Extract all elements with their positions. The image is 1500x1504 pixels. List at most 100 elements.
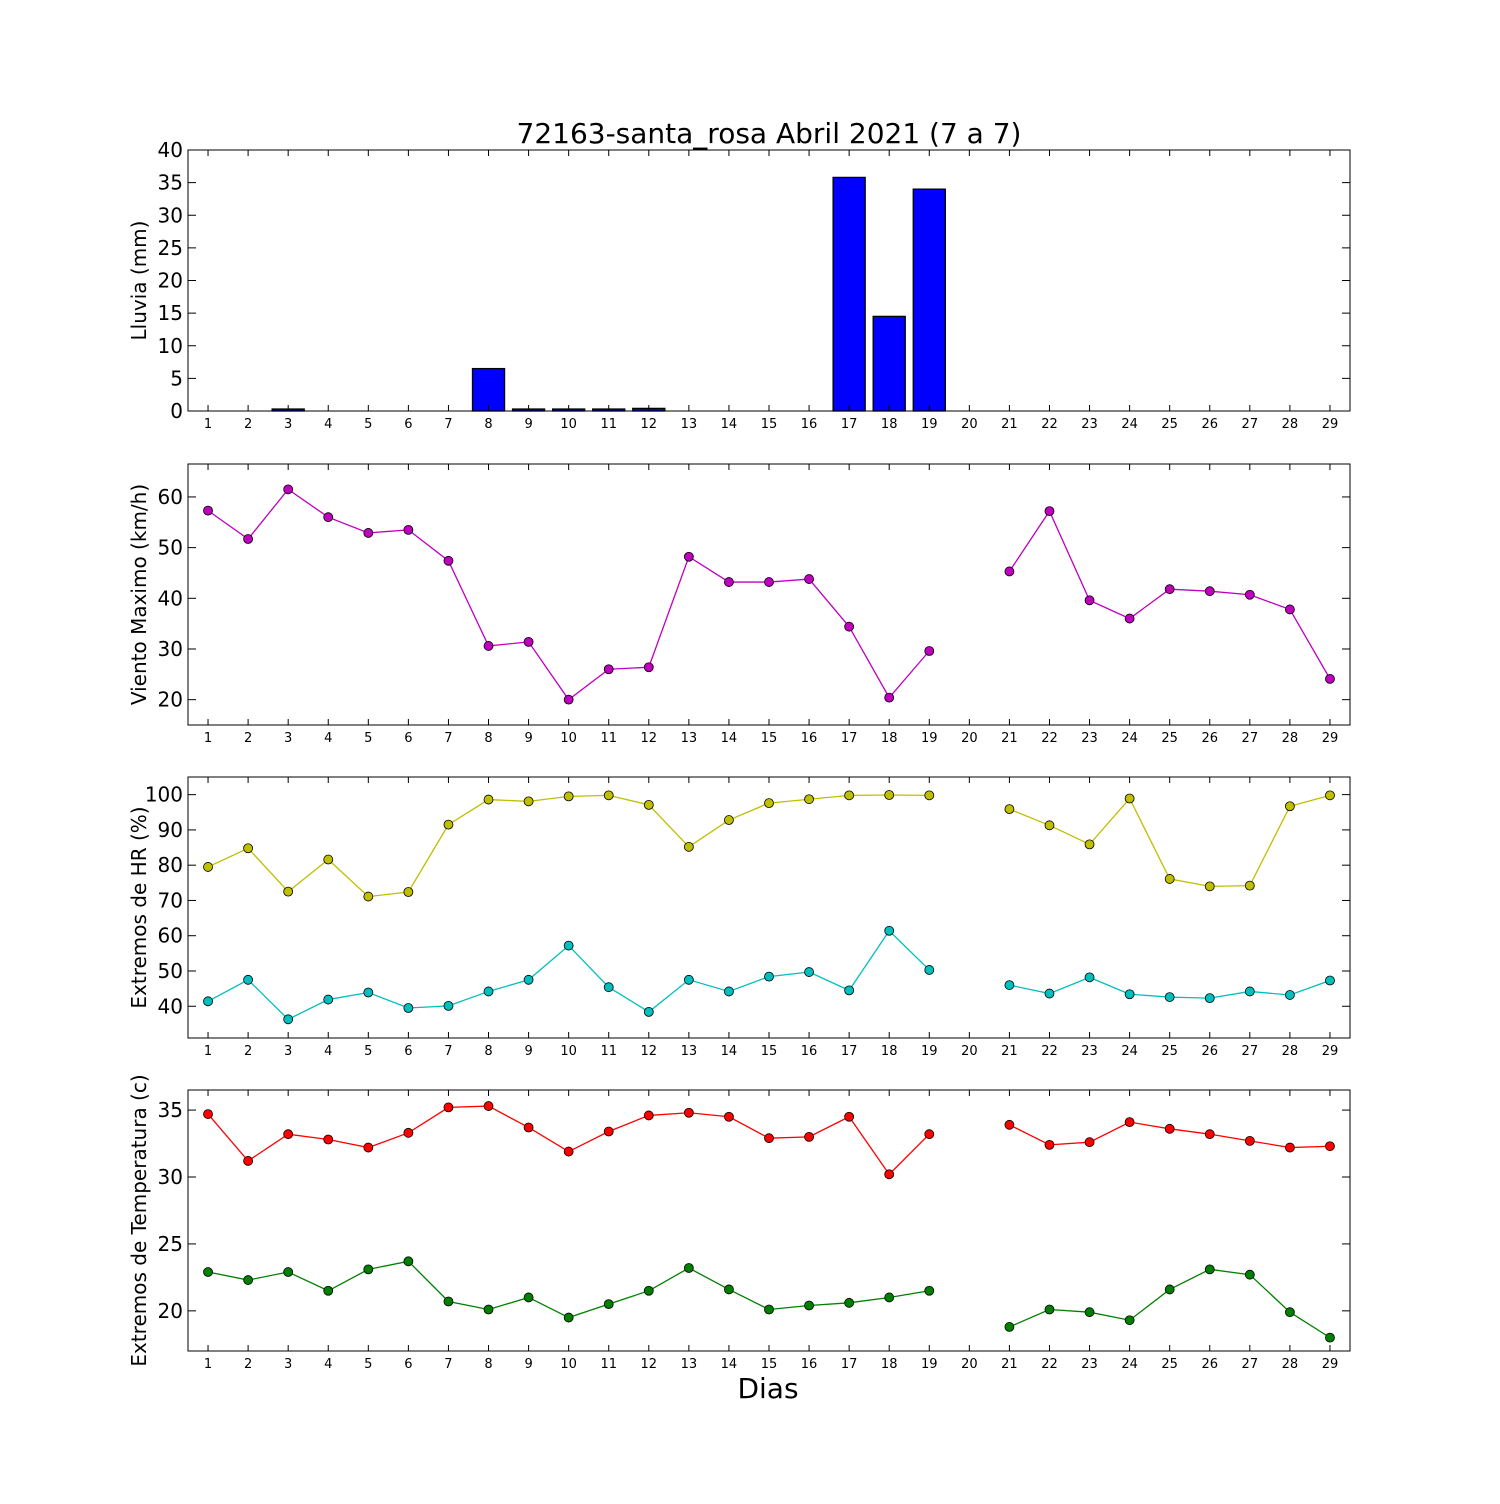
- series-1-point-day-13: [683, 841, 694, 852]
- x-tick-label: 18: [881, 731, 898, 746]
- x-tick-label: 12: [641, 1357, 658, 1372]
- x-tick-label: 23: [1081, 1044, 1098, 1059]
- y-tick-label: 25: [158, 1232, 183, 1256]
- series-1-point-day-11: [603, 664, 614, 675]
- series-1-point-day-14: [724, 815, 734, 825]
- series-1-point-day-14: [724, 577, 734, 587]
- series-2-point-day-16: [804, 967, 814, 977]
- series-2-point-day-6: [403, 1256, 414, 1267]
- series-1-point-day-18: [884, 1169, 895, 1180]
- series-1-point-day-29: [1325, 673, 1335, 684]
- x-tick-label: 2: [244, 1044, 252, 1059]
- x-tick-label: 2: [244, 1357, 252, 1372]
- series-1-point-day-8: [483, 1101, 494, 1111]
- x-tick-label: 27: [1242, 417, 1259, 432]
- series-1-point-day-27: [1244, 589, 1255, 600]
- y-tick-label: 10: [158, 334, 183, 358]
- series-2-point-day-4: [323, 1285, 334, 1296]
- series-2-point-day-6: [403, 1003, 414, 1013]
- series-1-point-day-28: [1285, 1142, 1295, 1153]
- y-tick-label: 50: [158, 959, 183, 983]
- series-2-point-day-13: [683, 1263, 694, 1273]
- series-1-line: [207, 1105, 930, 1176]
- x-tick-label: 25: [1161, 1357, 1178, 1372]
- series-1-point-day-4: [323, 512, 334, 523]
- x-tick-label: 22: [1041, 1357, 1058, 1372]
- series-1-point-day-16: [804, 794, 814, 805]
- series-1-point-day-22: [1044, 820, 1055, 831]
- series-2-point-day-29: [1325, 975, 1335, 986]
- series-2-point-day-25: [1164, 992, 1175, 1002]
- x-tick-label: 1: [204, 1357, 212, 1372]
- series-1-point-day-7: [443, 555, 454, 566]
- y-tick-label: 20: [158, 1299, 183, 1323]
- series-1-point-day-17: [844, 790, 855, 801]
- y-tick-label: 40: [158, 138, 183, 162]
- x-tick-label: 22: [1041, 1044, 1058, 1059]
- series-1-point-day-23: [1084, 595, 1095, 606]
- y-tick-label: 20: [158, 269, 183, 293]
- series-2-point-day-10: [563, 1312, 574, 1323]
- x-tick-label: 7: [444, 417, 452, 432]
- series-1-point-day-1: [203, 505, 213, 516]
- series-1-point-day-12: [643, 662, 654, 673]
- y-tick-label: 30: [158, 637, 183, 661]
- series-1-point-day-18: [884, 790, 895, 800]
- series-1-point-day-8: [483, 794, 494, 805]
- y-tick-label: 15: [158, 301, 183, 325]
- series-1-point-day-12: [643, 1110, 654, 1121]
- x-tick-label: 15: [761, 1044, 778, 1059]
- series-1-point-day-3: [283, 1129, 294, 1140]
- x-tick-label: 5: [364, 1044, 372, 1059]
- series-2-point-day-1: [203, 1267, 213, 1277]
- x-tick-label: 20: [961, 1044, 978, 1059]
- x-tick-label: 3: [284, 1357, 292, 1372]
- x-tick-label: 14: [721, 417, 738, 432]
- series-1-point-day-7: [443, 1102, 454, 1113]
- x-tick-label: 18: [881, 1357, 898, 1372]
- chart-panels: 1 2 3 4 5 6 7 8 9 10 11 12 13 14 15 16 17 18 19 20 21 22 23 24 2…: [127, 138, 1351, 1372]
- series-2-point-day-19: [924, 965, 935, 975]
- x-tick-label: 6: [404, 731, 412, 746]
- series-1-point-day-5: [363, 1142, 374, 1153]
- series-1-point-day-2: [243, 1156, 254, 1166]
- x-tick-label: 18: [881, 1044, 898, 1059]
- y-tick-label: 60: [158, 924, 183, 948]
- series-2-point-day-13: [683, 974, 694, 985]
- series-2-point-day-2: [243, 974, 254, 985]
- series-1-point-day-18: [884, 692, 895, 703]
- series-1-point-day-26: [1204, 1129, 1215, 1140]
- x-tick-label: 23: [1081, 731, 1098, 746]
- x-tick-label: 23: [1081, 417, 1098, 432]
- x-tick-label: 16: [801, 417, 818, 432]
- x-tick-label: 1: [204, 1044, 212, 1059]
- series-2-point-day-18: [884, 925, 895, 936]
- x-tick-label: 2: [244, 731, 252, 746]
- x-tick-label: 21: [1001, 1044, 1018, 1059]
- series-2-point-day-8: [483, 1304, 494, 1315]
- x-tick-label: 19: [921, 1044, 938, 1059]
- x-tick-label: 20: [961, 731, 978, 746]
- x-tick-label: 19: [921, 731, 938, 746]
- x-tick-label: 12: [641, 417, 658, 432]
- bar-day-18: [872, 315, 906, 412]
- y-axis-label: Viento Maximo (km/h): [127, 484, 151, 705]
- series-1-point-day-25: [1164, 1123, 1175, 1134]
- series-2-point-day-22: [1044, 988, 1055, 999]
- x-tick-label: 11: [600, 1357, 617, 1372]
- series-2-point-day-17: [844, 985, 855, 996]
- y-tick-label: 80: [158, 853, 183, 877]
- series-1-point-day-25: [1164, 584, 1175, 595]
- series-1-point-day-24: [1124, 1117, 1135, 1128]
- y-axis-label: Extremos de Temperatura (c): [127, 1074, 151, 1366]
- series-1-point-day-10: [563, 1146, 574, 1157]
- x-tick-label: 24: [1121, 1044, 1138, 1059]
- x-tick-label: 4: [324, 731, 332, 746]
- x-tick-label: 9: [524, 731, 532, 746]
- series-1-point-day-24: [1124, 613, 1135, 624]
- x-tick-label: 4: [324, 1044, 332, 1059]
- series-1-line: [207, 794, 930, 898]
- series-1-point-day-10: [563, 694, 574, 705]
